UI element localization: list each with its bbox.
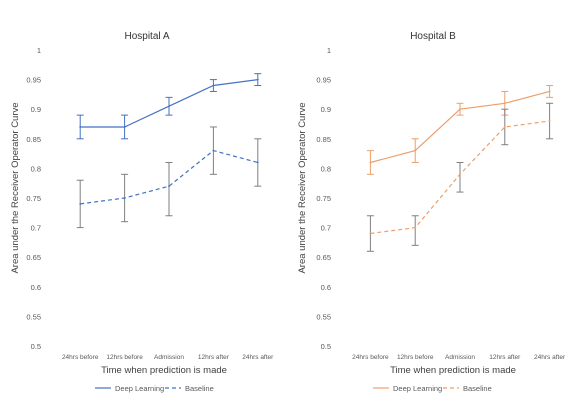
y-tick-label: 0.55 <box>316 312 331 321</box>
x-tick-label: 12hrs after <box>198 354 230 361</box>
data-point <box>503 126 506 128</box>
legend-label: Deep Learning <box>393 384 442 393</box>
data-point <box>123 126 126 128</box>
chart-title: Hospital A <box>124 31 169 42</box>
y-tick-label: 0.9 <box>321 105 331 114</box>
data-point <box>369 232 372 235</box>
x-axis-label: Time when prediction is made <box>390 365 516 376</box>
y-tick-label: 0.65 <box>316 253 331 262</box>
y-tick-label: 0.5 <box>321 342 331 351</box>
y-tick-label: 0.6 <box>31 283 41 292</box>
y-tick-label: 0.8 <box>321 164 331 173</box>
x-tick-label: 12hrs before <box>106 354 143 361</box>
data-point <box>168 105 170 108</box>
y-tick-label: 0.65 <box>26 253 41 262</box>
y-tick-label: 0.55 <box>26 312 41 321</box>
data-point <box>503 102 506 105</box>
data-point <box>212 84 215 87</box>
x-axis-label: Time when prediction is made <box>101 365 227 376</box>
data-point <box>256 161 259 164</box>
data-point <box>212 149 215 152</box>
series-line <box>80 149 258 205</box>
x-tick-label: 24hrs before <box>62 354 99 361</box>
series-1 <box>76 73 262 140</box>
y-tick-label: 0.75 <box>316 194 331 203</box>
data-point <box>414 226 417 229</box>
x-tick-label: Admission <box>445 354 475 361</box>
series-line <box>370 90 550 164</box>
data-point <box>256 78 259 81</box>
data-point <box>123 197 126 199</box>
y-tick-label: 0.6 <box>321 283 331 292</box>
series-2 <box>76 126 262 229</box>
y-tick-label: 0.7 <box>31 224 41 233</box>
x-tick-label: Admission <box>154 354 184 361</box>
data-point <box>459 173 461 176</box>
chart-panel-1: Hospital A 0.5 0.55 0.6 0.65 0.7 0.75 0.8 0.85 0.… <box>10 31 274 393</box>
y-axis-label: Area under the Receiver Operator Curve <box>10 102 21 273</box>
x-tick-label: 24hrs after <box>534 354 566 361</box>
legend-label: Baseline <box>185 384 214 393</box>
y-tick-label: 0.95 <box>26 76 41 85</box>
chart-title: Hospital B <box>410 31 456 42</box>
y-tick-label: 0.85 <box>26 135 41 144</box>
y-tick-label: 1 <box>37 46 41 55</box>
y-tick-label: 0.7 <box>321 224 331 233</box>
y-tick-label: 0.8 <box>31 164 41 173</box>
x-tick-label: 24hrs before <box>352 354 389 361</box>
data-point <box>79 126 82 128</box>
data-point <box>548 120 551 122</box>
y-tick-label: 0.95 <box>316 76 331 85</box>
y-tick-label: 0.5 <box>31 342 41 351</box>
data-point <box>548 90 551 93</box>
legend: Deep Learning Baseline <box>373 384 492 393</box>
legend-label: Deep Learning <box>115 384 164 393</box>
y-tick-label: 1 <box>327 46 331 55</box>
data-point <box>459 108 461 111</box>
data-point <box>369 161 372 164</box>
legend: Deep Learning Baseline <box>95 384 214 393</box>
y-tick-label: 0.75 <box>26 194 41 203</box>
x-tick-label: 12hrs before <box>397 354 434 361</box>
legend-label: Baseline <box>463 384 492 393</box>
series-1 <box>366 85 554 175</box>
y-tick-label: 0.85 <box>316 135 331 144</box>
data-point <box>79 203 82 205</box>
series-2 <box>366 102 554 252</box>
data-point <box>168 185 170 188</box>
data-point <box>414 149 417 152</box>
y-tick-label: 0.9 <box>31 105 41 114</box>
x-tick-label: 12hrs after <box>489 354 521 361</box>
chart-panel-2: Hospital B 0.5 0.55 0.6 0.65 0.7 0.75 0.8 0.85 0.… <box>297 31 566 393</box>
x-tick-label: 24hrs after <box>242 354 274 361</box>
y-axis-label: Area under the Receiver Operator Curve <box>297 102 308 273</box>
